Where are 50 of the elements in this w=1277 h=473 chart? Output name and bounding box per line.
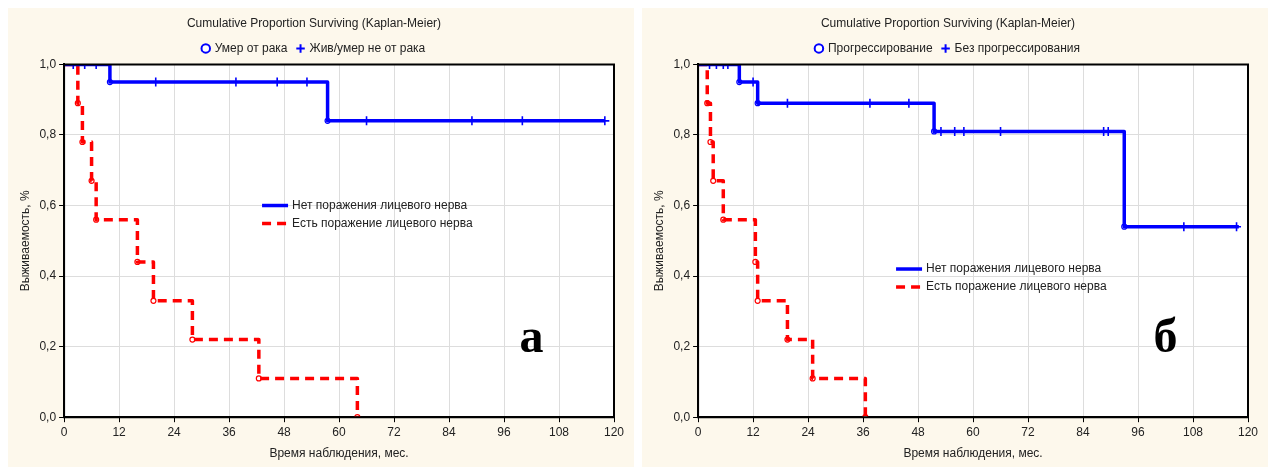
- y-tick-label: 0,4: [673, 268, 691, 283]
- y-tick-label: 0,0: [673, 409, 691, 424]
- annotation: а: [519, 308, 544, 362]
- legend-label: Есть поражение лицевого нерва: [292, 215, 473, 230]
- y-tick-label: 0,0: [39, 409, 57, 424]
- legend-label: Без прогрессирования: [954, 40, 1081, 55]
- x-tick-label: 0: [694, 424, 702, 439]
- y-tick-label: 1,0: [673, 56, 691, 71]
- x-axis-title: Время наблюдения, мес.: [269, 446, 409, 461]
- x-tick-label: 36: [856, 424, 871, 439]
- x-tick-label: 60: [332, 424, 347, 439]
- x-tick-label: 12: [746, 424, 761, 439]
- x-tick-label: 84: [442, 424, 457, 439]
- x-tick-label: 48: [911, 424, 926, 439]
- legend-label: Нет поражения лицевого нерва: [926, 261, 1102, 276]
- y-tick-label: 0,2: [673, 338, 691, 353]
- y-tick-label: 0,8: [673, 127, 691, 142]
- x-tick-label: 96: [497, 424, 512, 439]
- x-tick-label: 120: [1237, 424, 1259, 439]
- y-tick-label: 0,8: [39, 127, 57, 142]
- annotation: б: [1153, 308, 1178, 362]
- legend-label: Умер от рака: [214, 40, 288, 55]
- y-tick-label: 0,6: [39, 197, 57, 212]
- chart-title: Cumulative Proportion Surviving (Kaplan-Meier): [186, 15, 442, 30]
- y-tick-label: 1,0: [39, 56, 57, 71]
- x-tick-label: 60: [966, 424, 981, 439]
- legend-label: Нет поражения лицевого нерва: [292, 197, 468, 212]
- x-tick-label: 108: [1182, 424, 1204, 439]
- x-tick-label: 12: [112, 424, 127, 439]
- legend-label: Прогрессирование: [827, 40, 933, 55]
- x-axis-title: Время наблюдения, мес.: [903, 446, 1043, 461]
- chart-title: Cumulative Proportion Surviving (Kaplan-Meier): [820, 15, 1076, 30]
- x-tick-label: 24: [801, 424, 816, 439]
- x-tick-label: 96: [1131, 424, 1146, 439]
- x-tick-label: 48: [277, 424, 292, 439]
- x-tick-label: 0: [60, 424, 68, 439]
- x-tick-label: 108: [548, 424, 570, 439]
- x-tick-label: 72: [1021, 424, 1036, 439]
- legend-label: Жив/умер не от рака: [309, 40, 426, 55]
- x-tick-label: 72: [387, 424, 402, 439]
- legend-label: Есть поражение лицевого нерва: [926, 279, 1107, 294]
- y-tick-label: 0,6: [673, 197, 691, 212]
- x-tick-label: 24: [167, 424, 182, 439]
- y-tick-label: 0,2: [39, 338, 57, 353]
- y-tick-label: 0,4: [39, 268, 57, 283]
- y-axis-title: Выживаемость, %: [651, 190, 666, 292]
- y-axis-title: Выживаемость, %: [17, 190, 32, 292]
- x-tick-label: 36: [222, 424, 237, 439]
- x-tick-label: 120: [603, 424, 625, 439]
- x-tick-label: 84: [1076, 424, 1091, 439]
